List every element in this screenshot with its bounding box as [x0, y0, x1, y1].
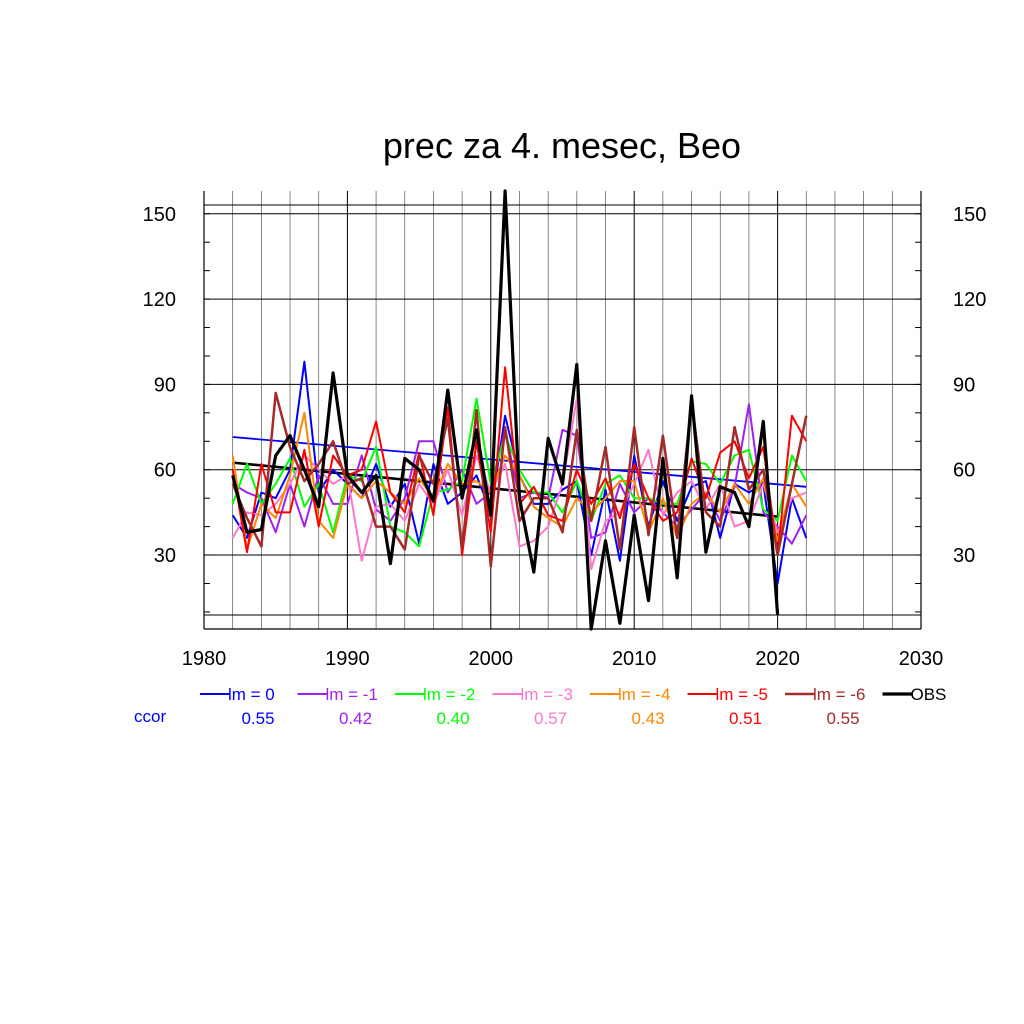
legend-label: lm = -6 — [813, 685, 865, 704]
trend-line — [232, 436, 807, 488]
legend-label: lm = -3 — [521, 685, 573, 704]
ccor-value: 0.42 — [339, 709, 372, 728]
y-tick-label-right: 120 — [953, 289, 986, 311]
legend-label: lm = -5 — [716, 685, 768, 704]
y-tick-label-right: 150 — [953, 204, 986, 226]
ccor-label: ccor — [134, 707, 166, 726]
grid — [203, 191, 922, 629]
y-tick-label-right: 60 — [953, 460, 975, 482]
x-tick-label: 2030 — [899, 648, 944, 670]
ccor-value: 0.40 — [436, 709, 469, 728]
y-tick-label-right: 30 — [953, 545, 975, 567]
y-tick-label-left: 120 — [143, 289, 176, 311]
ccor-value: 0.51 — [729, 709, 762, 728]
legend: ccor lm = 0 0.55 lm = -1 0.42 lm = -2 0.40 lm … — [134, 685, 946, 728]
chart-title: prec za 4. mesec, Beo — [383, 125, 741, 166]
x-tick-label: 2010 — [612, 648, 657, 670]
ccor-value: 0.43 — [631, 709, 664, 728]
legend-label: lm = -1 — [326, 685, 378, 704]
x-tick-label: 2000 — [469, 648, 514, 670]
legend-label: lm = 0 — [228, 685, 275, 704]
series-line — [231, 189, 780, 631]
axes: 30 30 60 60 90 90 120 120 150 150 1980 1990 2000 2010… — [143, 191, 986, 670]
legend-label: OBS — [911, 685, 947, 704]
y-tick-label-right: 90 — [953, 374, 975, 396]
x-tick-label: 2020 — [755, 648, 800, 670]
y-tick-label-left: 150 — [143, 204, 176, 226]
y-tick-label-left: 30 — [154, 545, 176, 567]
ccor-value: 0.55 — [826, 709, 859, 728]
legend-label: lm = -2 — [423, 685, 475, 704]
series-lines — [231, 189, 808, 631]
ccor-value: 0.57 — [534, 709, 567, 728]
y-tick-label-left: 90 — [154, 374, 176, 396]
series-line — [231, 391, 808, 568]
legend-label: lm = -4 — [618, 685, 670, 704]
ccor-value: 0.55 — [241, 709, 274, 728]
y-tick-label-left: 60 — [154, 460, 176, 482]
x-tick-label: 1980 — [182, 648, 227, 670]
x-tick-label: 1990 — [325, 648, 370, 670]
